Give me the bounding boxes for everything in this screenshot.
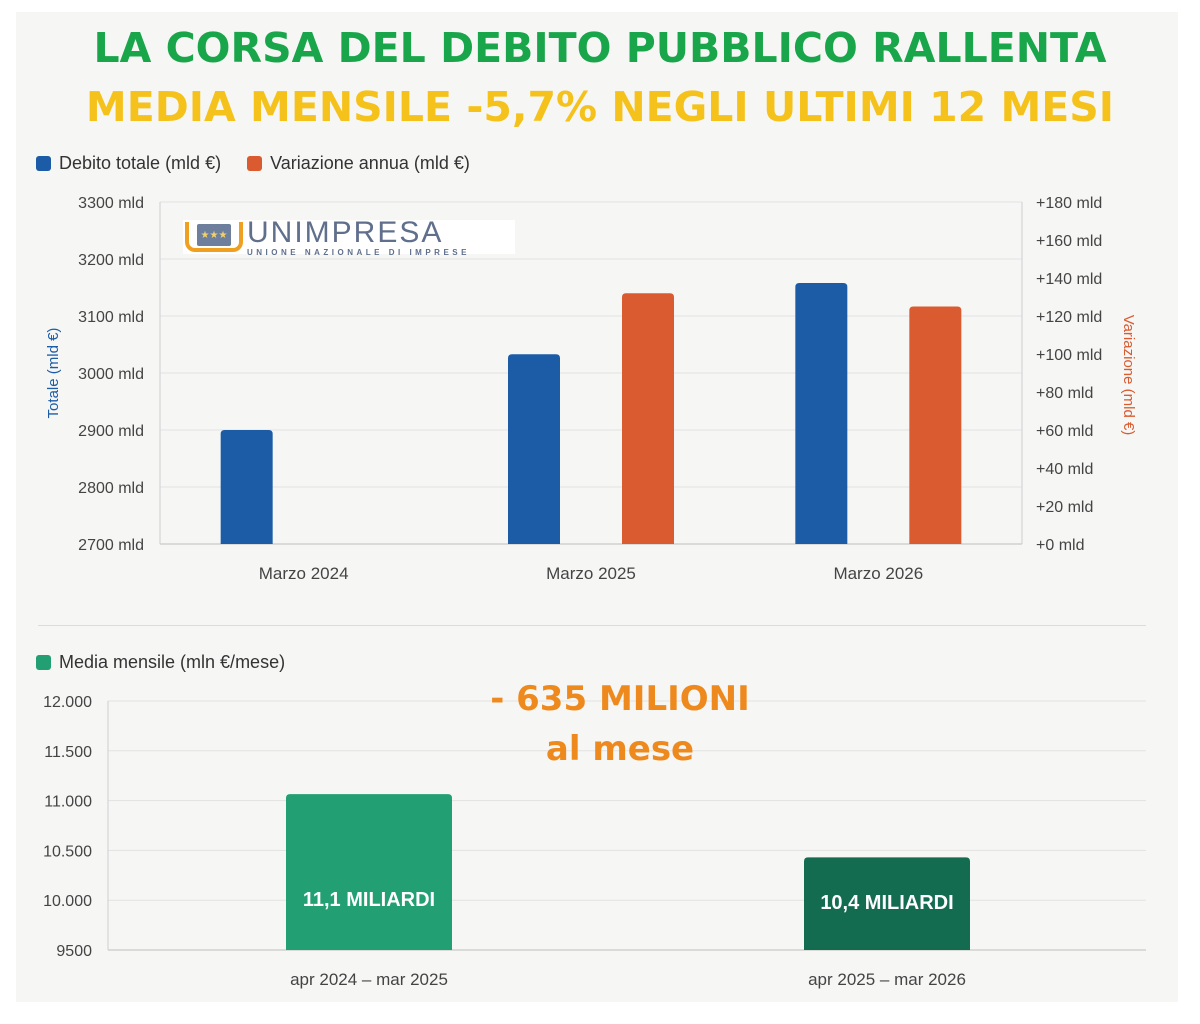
legend-swatch-variazione bbox=[247, 156, 263, 171]
logo-mark: ★★★ bbox=[185, 222, 243, 252]
legend-label-variazione: Variazione annua (mld €) bbox=[270, 153, 470, 173]
debt-chart: 2700 mld 2800 mld 2900 mld 3000 mld 3100 mld… bbox=[45, 195, 1137, 583]
x-tick-label: Marzo 2025 bbox=[546, 564, 636, 583]
y-tick-label: 9500 bbox=[56, 943, 92, 960]
chart-frame bbox=[16, 12, 1178, 1002]
y-right-axis-label: Variazione (mld €) bbox=[1120, 315, 1137, 436]
logo-subtitle: UNIONE NAZIONALE DI IMPRESE bbox=[247, 247, 470, 257]
y-right-tick-label: +120 mld bbox=[1036, 309, 1102, 326]
y-left-tick-label: 3000 mld bbox=[78, 366, 144, 383]
y-right-tick-label: +180 mld bbox=[1036, 195, 1102, 212]
chart-title: LA CORSA DEL DEBITO PUBBLICO RALLENTA bbox=[93, 24, 1107, 72]
y-left-tick-label: 3200 mld bbox=[78, 252, 144, 269]
legend-top-chart: Debito totale (mld €) Variazione annua (… bbox=[36, 153, 470, 174]
legend-label-debito: Debito totale (mld €) bbox=[59, 153, 222, 173]
logo-name: UNIMPRESA bbox=[247, 215, 444, 249]
y-right-tick-label: +160 mld bbox=[1036, 233, 1102, 250]
y-tick-label: 10.000 bbox=[43, 893, 92, 910]
x-tick-label: Marzo 2026 bbox=[833, 564, 923, 583]
bar-data-label: 11,1 MILIARDI bbox=[303, 889, 435, 911]
bar-media-mensile bbox=[286, 794, 452, 950]
annotation-line-2: al mese bbox=[545, 729, 695, 769]
legend-swatch-media bbox=[36, 655, 51, 670]
legend-item-variazione: Variazione annua (mld €) bbox=[247, 153, 470, 174]
bar-data-label: 10,4 MILIARDI bbox=[820, 892, 953, 914]
header: LA CORSA DEL DEBITO PUBBLICO RALLENTA ME… bbox=[0, 0, 1200, 140]
legend-item-media: Media mensile (mln €/mese) bbox=[36, 652, 285, 673]
y-right-tick-label: +80 mld bbox=[1036, 385, 1093, 402]
bar-variazione-annua bbox=[909, 306, 962, 544]
bar-debito-totale bbox=[220, 430, 273, 544]
legend-bottom-chart: Media mensile (mln €/mese) bbox=[36, 652, 285, 673]
y-left-axis-label: Totale (mld €) bbox=[45, 328, 62, 419]
legend-label-media: Media mensile (mln €/mese) bbox=[59, 652, 286, 672]
y-right-tick-label: +40 mld bbox=[1036, 461, 1093, 478]
section-divider bbox=[38, 625, 1146, 626]
y-tick-label: 12.000 bbox=[43, 694, 92, 711]
unimpresa-logo: ★★★ UNIMPRESA UNIONE NAZIONALE DI IMPRES… bbox=[183, 215, 515, 257]
bar-debito-totale bbox=[795, 282, 848, 544]
chart-subtitle: MEDIA MENSILE -5,7% NEGLI ULTIMI 12 MESI bbox=[85, 83, 1115, 131]
y-tick-label: 11.500 bbox=[44, 744, 92, 761]
x-tick-label: apr 2024 – mar 2025 bbox=[290, 970, 448, 989]
y-right-tick-label: +140 mld bbox=[1036, 271, 1102, 288]
annotation-line-1: - 635 MILIONI bbox=[490, 679, 750, 719]
y-right-tick-label: +0 mld bbox=[1036, 537, 1084, 554]
y-left-tick-label: 2700 mld bbox=[78, 537, 144, 554]
legend-swatch-debito bbox=[36, 156, 51, 171]
eu-stars-icon: ★★★ bbox=[197, 224, 231, 246]
x-tick-label: apr 2025 – mar 2026 bbox=[808, 970, 966, 989]
legend-item-debito: Debito totale (mld €) bbox=[36, 153, 221, 174]
y-left-tick-label: 2800 mld bbox=[78, 480, 144, 497]
y-left-tick-label: 2900 mld bbox=[78, 423, 144, 440]
y-left-tick-label: 3300 mld bbox=[78, 195, 144, 212]
y-right-tick-label: +100 mld bbox=[1036, 347, 1102, 364]
bar-media-mensile bbox=[804, 857, 970, 950]
y-right-tick-label: +60 mld bbox=[1036, 423, 1093, 440]
y-right-tick-label: +20 mld bbox=[1036, 499, 1093, 516]
x-tick-label: Marzo 2024 bbox=[259, 564, 349, 583]
y-left-tick-label: 3100 mld bbox=[78, 309, 144, 326]
y-tick-label: 11.000 bbox=[44, 794, 92, 811]
bar-debito-totale bbox=[508, 354, 560, 544]
bar-variazione-annua bbox=[622, 293, 674, 544]
y-tick-label: 10.500 bbox=[43, 843, 92, 860]
